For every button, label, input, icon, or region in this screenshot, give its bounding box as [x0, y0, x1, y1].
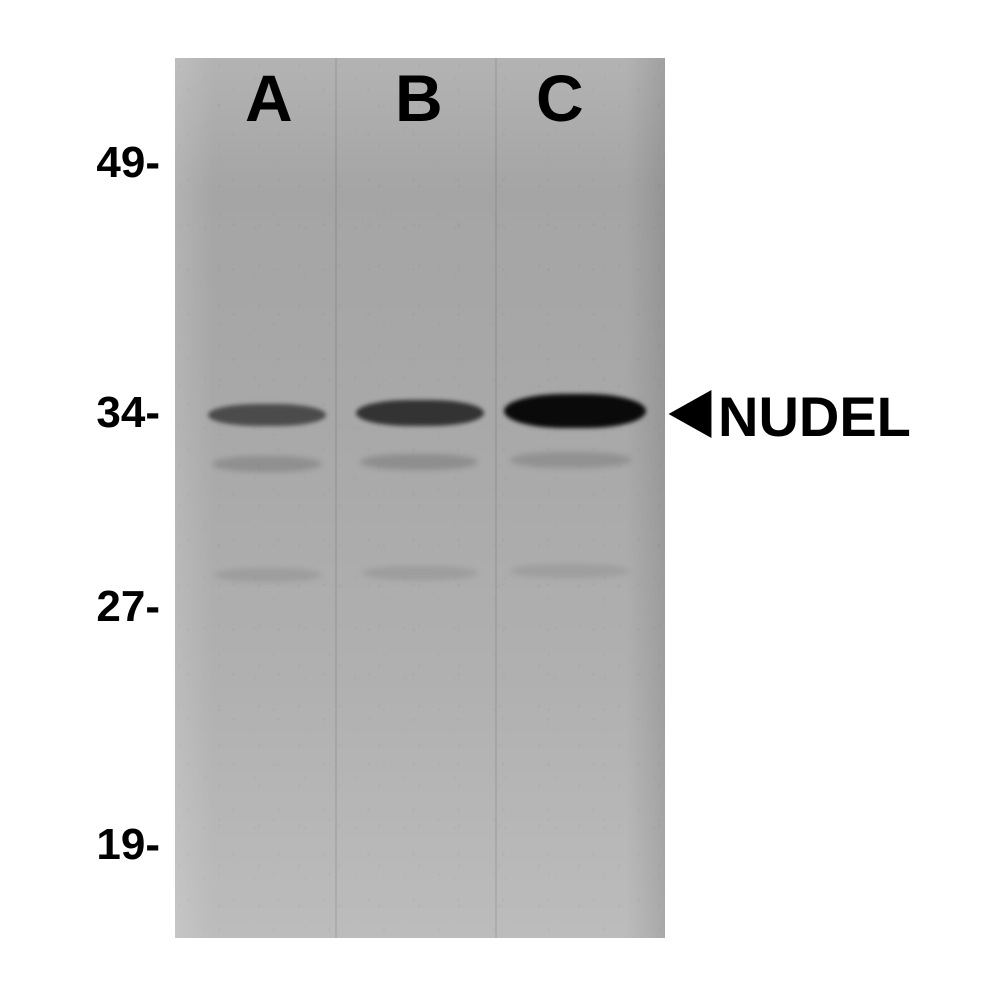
mw-marker-49: 49- [60, 138, 160, 188]
faint-band-b2 [362, 566, 478, 580]
lane-divider [495, 58, 497, 938]
lane-divider [335, 58, 337, 938]
mw-marker-19: 19- [60, 820, 160, 870]
faint-band-a1 [212, 456, 322, 472]
mw-marker-34: 34- [60, 388, 160, 438]
band-lane-b [356, 400, 484, 426]
faint-band-b1 [360, 454, 478, 470]
lane-label-c: C [536, 60, 584, 136]
faint-band-a2 [214, 568, 322, 582]
arrow-icon [668, 390, 712, 438]
band-annotation-label: NUDEL [718, 384, 911, 449]
mw-marker-27: 27- [60, 582, 160, 632]
faint-band-c2 [510, 564, 630, 578]
band-lane-a [208, 404, 326, 426]
band-lane-c [504, 394, 646, 428]
lane-label-b: B [395, 60, 443, 136]
western-blot-figure: A B C 49- 34- 27- 19- NUDEL [0, 0, 1000, 1000]
blot-membrane [175, 58, 665, 938]
lane-label-a: A [245, 60, 293, 136]
faint-band-c1 [510, 452, 632, 468]
